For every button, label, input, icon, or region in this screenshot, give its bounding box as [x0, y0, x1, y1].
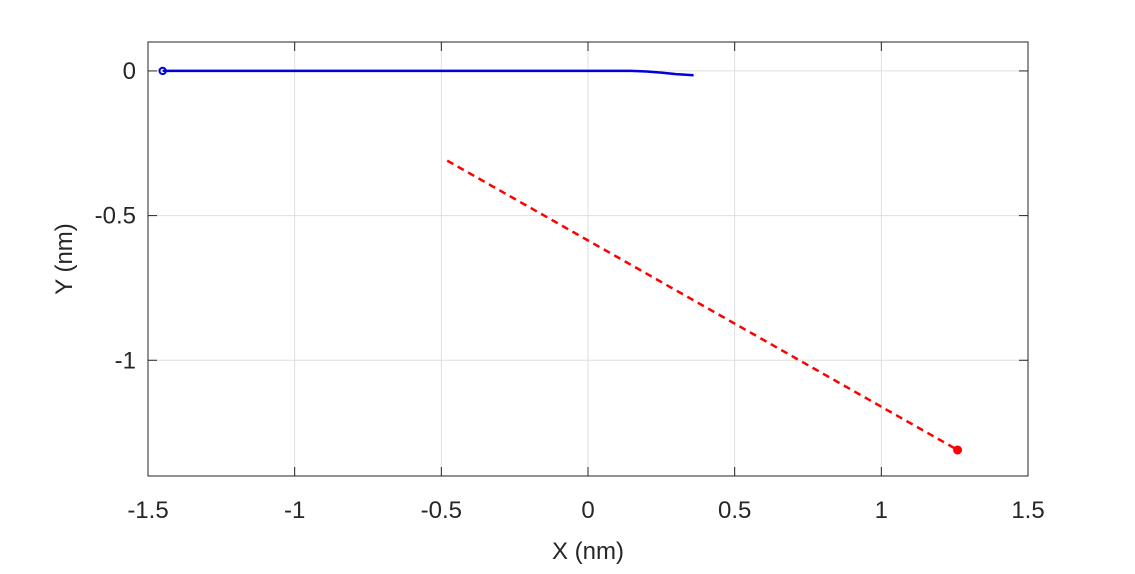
- series-2-end-marker: [953, 445, 963, 455]
- x-tick-label: -1.5: [127, 497, 168, 524]
- x-tick-label: 1.5: [1011, 497, 1044, 524]
- x-axis-label: X (nm): [552, 538, 624, 565]
- y-tick-label: -0.5: [95, 203, 136, 230]
- x-tick-label: 0.5: [718, 497, 751, 524]
- series-line-1: [162, 69, 694, 77]
- series-1-start-marker: [158, 66, 167, 76]
- x-tick-label: 1: [875, 497, 888, 524]
- ticks: -1.5 -1 -0.5 0 0.5 1 1.5 0 -0.5 -1: [95, 42, 1045, 524]
- y-tick-label: 0: [123, 58, 136, 85]
- series-layer: [158, 66, 963, 455]
- series-line-2: [446, 159, 959, 452]
- y-axis-label: Y (nm): [51, 223, 78, 295]
- x-tick-label: -0.5: [421, 497, 462, 524]
- x-tick-label: 0: [581, 497, 594, 524]
- y-tick-label: -1: [115, 347, 136, 374]
- x-tick-label: -1: [284, 497, 305, 524]
